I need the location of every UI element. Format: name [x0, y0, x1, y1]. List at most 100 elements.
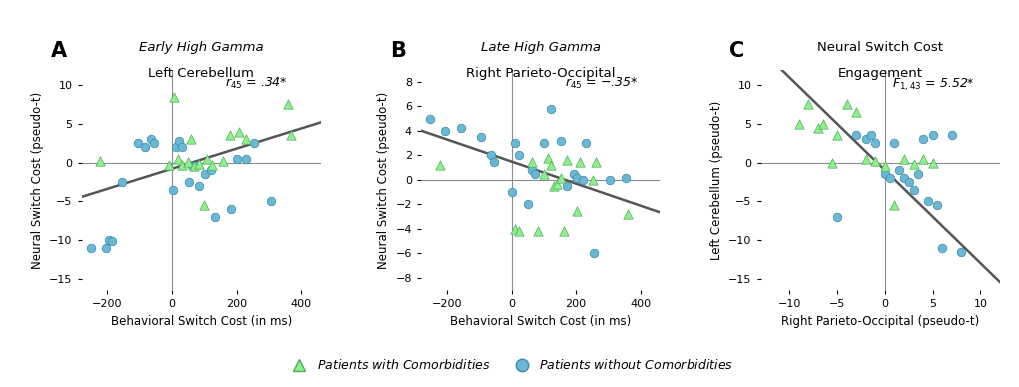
Point [900, 179, 916, 185]
Point [895, 156, 911, 162]
Text: Neural Switch Cost: Neural Switch Cost [816, 41, 943, 54]
X-axis label: Behavioral Switch Cost (in ms): Behavioral Switch Cost (in ms) [449, 315, 631, 328]
Point [197, 171, 213, 177]
Point [485, 159, 501, 165]
Point [174, 162, 191, 168]
Point [914, 136, 930, 142]
Text: Late High Gamma: Late High Gamma [480, 41, 600, 54]
Point [174, 144, 191, 150]
Point [542, 106, 558, 112]
Point [237, 136, 254, 142]
Point [575, 177, 591, 183]
Point [237, 156, 254, 162]
Point [880, 175, 897, 181]
Point [565, 171, 581, 177]
Point [847, 109, 863, 115]
Point [231, 128, 248, 135]
Text: A: A [51, 41, 66, 61]
Point [857, 136, 873, 142]
Text: $r_{45}$ = −.35*: $r_{45}$ = −.35* [564, 76, 637, 91]
Point [923, 132, 940, 139]
Point [137, 144, 153, 150]
Point [568, 207, 584, 214]
Point [545, 183, 561, 189]
Point [620, 211, 636, 217]
Point [814, 121, 830, 127]
Point [914, 156, 930, 162]
Point [943, 132, 959, 139]
Point [847, 132, 863, 139]
Point [905, 187, 921, 193]
Point [196, 202, 212, 208]
Point [568, 175, 584, 181]
Point [92, 158, 108, 164]
Point [928, 202, 945, 208]
X-axis label: Right Parieto-Occipital (pseudo-t): Right Parieto-Occipital (pseudo-t) [781, 315, 978, 328]
Point [536, 171, 552, 177]
Point [809, 125, 825, 131]
Point [585, 250, 601, 257]
Point [552, 138, 569, 144]
Point [83, 245, 99, 251]
Point [953, 248, 969, 255]
Point [206, 214, 222, 220]
Point [895, 175, 911, 181]
Point [167, 144, 183, 150]
Point [838, 101, 854, 108]
Point [179, 159, 196, 165]
Point [823, 159, 840, 166]
Point [204, 162, 220, 168]
Text: $F_{1,43}$ = 5.52*: $F_{1,43}$ = 5.52* [892, 76, 974, 92]
Point [510, 152, 526, 159]
Point [164, 187, 180, 193]
Point [933, 245, 950, 251]
Point [191, 183, 207, 189]
Y-axis label: Neural Switch Cost (pseudo-t): Neural Switch Cost (pseudo-t) [377, 91, 389, 269]
Point [601, 177, 618, 183]
Point [886, 202, 902, 208]
Point [183, 163, 200, 170]
Point [510, 228, 526, 235]
Point [98, 245, 114, 251]
Point [578, 140, 594, 146]
Point [587, 159, 603, 165]
Point [584, 177, 600, 183]
Point [171, 138, 187, 144]
Point [891, 167, 907, 173]
Point [529, 228, 545, 235]
Point [520, 201, 536, 207]
Point [215, 158, 231, 164]
Point [539, 155, 555, 161]
Point [876, 171, 893, 177]
Text: Early High Gamma: Early High Gamma [139, 41, 263, 54]
Point [282, 132, 299, 139]
Point [431, 162, 447, 168]
Point [536, 140, 552, 146]
Point [526, 171, 542, 177]
Point [279, 101, 296, 108]
Point [919, 198, 935, 204]
Point [866, 158, 882, 164]
Point [558, 157, 575, 163]
Point [101, 237, 117, 243]
Point [618, 175, 634, 181]
Point [452, 125, 469, 132]
X-axis label: Behavioral Switch Cost (in ms): Behavioral Switch Cost (in ms) [110, 315, 291, 328]
Point [182, 136, 199, 142]
Point [203, 167, 219, 173]
Point [828, 132, 845, 139]
Point [185, 163, 202, 170]
Point [861, 132, 877, 139]
Point [180, 179, 197, 185]
Point [857, 156, 873, 162]
Text: $r_{45}$ = .34*: $r_{45}$ = .34* [225, 76, 287, 91]
Point [169, 156, 185, 162]
Point [146, 140, 162, 146]
Text: B: B [389, 41, 406, 61]
Point [229, 156, 246, 162]
Point [186, 163, 203, 170]
Y-axis label: Neural Switch Cost (pseudo-t): Neural Switch Cost (pseudo-t) [31, 91, 44, 269]
Point [143, 136, 159, 142]
Point [246, 140, 262, 146]
Point [161, 162, 177, 168]
